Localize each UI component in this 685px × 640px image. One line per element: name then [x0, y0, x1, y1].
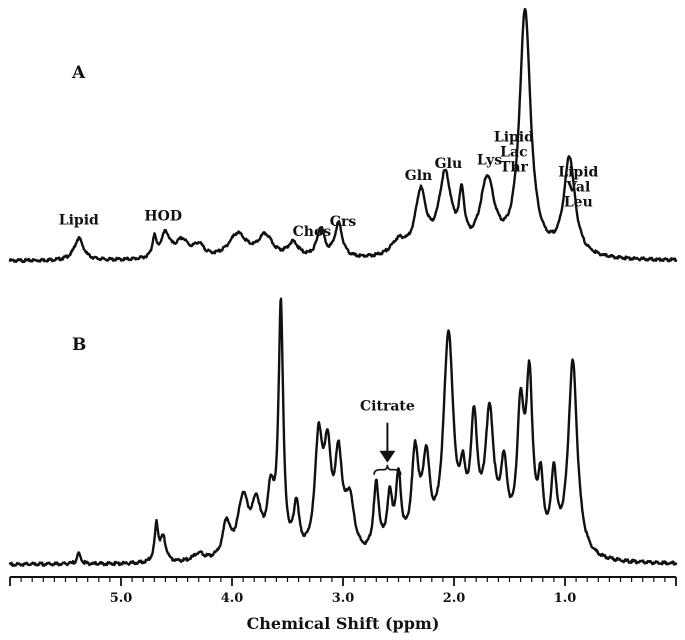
spectrum-b: B Citrate: [8, 297, 678, 567]
peak-label-lipid: Lipid: [558, 165, 598, 181]
peak-label-leu: Leu: [564, 195, 593, 211]
spectrum-trace-a: [8, 7, 678, 264]
x-axis-title: Chemical Shift (ppm): [247, 614, 440, 633]
peak-label-citrate: Citrate: [360, 399, 415, 415]
citrate-arrow-head: [379, 450, 396, 463]
peak-label-hod: HOD: [144, 209, 182, 225]
peak-label-thr: Thr: [500, 160, 529, 176]
peak-label-chos: Chos: [293, 224, 332, 240]
x-tick-label: 4.0: [221, 591, 244, 606]
panel-label-b: B: [72, 335, 86, 355]
peak-label-val: Val: [565, 180, 590, 196]
spectrum-trace-b: [8, 297, 678, 567]
peak-label-lipid: Lipid: [494, 130, 534, 146]
peak-label-gln: Gln: [405, 168, 432, 184]
citrate-bracket: [373, 464, 402, 475]
panel-label-a: A: [71, 63, 86, 83]
x-tick-label: 2.0: [443, 591, 466, 606]
peak-label-lipid: Lipid: [59, 212, 99, 228]
x-tick-label: 1.0: [554, 591, 577, 606]
peak-label-lys: Lys: [477, 153, 502, 169]
x-tick-label: 5.0: [110, 591, 133, 606]
peak-label-lac: Lac: [500, 145, 527, 161]
x-axis: 5.0 4.0 3.0 2.0 1.0: [9, 576, 677, 606]
x-tick-label: 3.0: [332, 591, 355, 606]
peak-label-glu: Glu: [435, 156, 462, 172]
peak-label-crs: Crs: [330, 214, 357, 230]
